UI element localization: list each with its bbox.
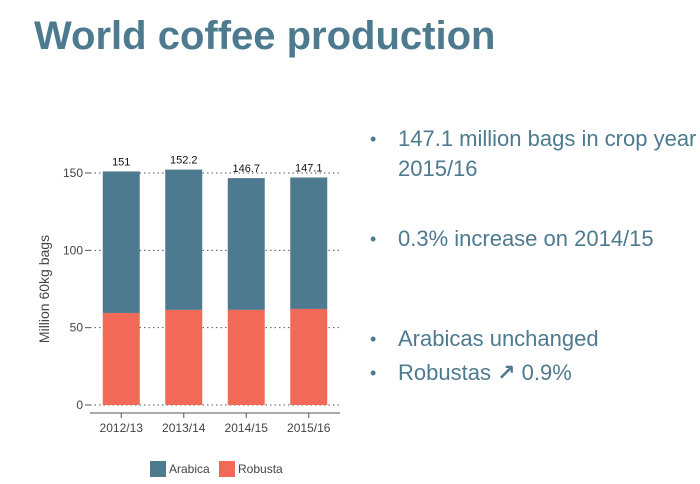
bullet-text-prefix: Robustas (398, 360, 491, 385)
x-tick-label: 2015/16 (287, 421, 331, 435)
bullet-dot-icon: • (370, 229, 377, 249)
x-tick-label: 2014/15 (225, 421, 269, 435)
bullet-text: Arabicas unchanged (398, 326, 599, 351)
bullet-item: • Arabicas unchanged (368, 324, 700, 354)
bullet-dot-icon: • (370, 129, 377, 149)
slide-title: World coffee production (34, 14, 496, 58)
bar-robusta (102, 312, 140, 405)
bullet-item: • Robustas ↗ 0.9% (368, 358, 700, 388)
y-tick-label: 100 (63, 243, 83, 257)
x-tick-label: 2013/14 (162, 421, 206, 435)
bullet-item: • 147.1 million bags in crop year 2015/1… (368, 124, 700, 184)
bullet-text-suffix: 0.9% (521, 360, 572, 385)
bar-robusta (227, 309, 265, 405)
legend-label-robusta: Robusta (238, 462, 283, 476)
bar-robusta (290, 308, 328, 405)
legend-swatch-arabica (150, 461, 166, 477)
bar-arabica (290, 177, 328, 309)
bar-total-label: 146.7 (232, 163, 260, 175)
bar-total-label: 152.2 (170, 155, 198, 167)
bar-arabica (102, 171, 140, 313)
bullet-text: 0.3% increase on 2014/15 (398, 226, 654, 251)
bar-total-label: 151 (112, 156, 130, 168)
bar-robusta (165, 309, 203, 405)
arrow-up-right-icon: ↗ (497, 360, 516, 385)
x-tick-label: 2012/13 (100, 421, 144, 435)
bar-total-label: 147.1 (295, 162, 323, 174)
y-tick-label: 0 (76, 398, 83, 412)
bullet-text: 147.1 million bags in crop year 2015/16 (398, 126, 697, 181)
bullet-item: • 0.3% increase on 2014/15 (368, 224, 700, 254)
legend-swatch-robusta (219, 461, 235, 477)
y-axis-title: Million 60kg bags (36, 235, 52, 343)
axis-layer: 0 50 100 150 Million 60kg bags 2012/13 2013/14… (36, 166, 340, 435)
legend-label-arabica: Arabica (169, 462, 210, 476)
bar-layer (102, 169, 328, 405)
label-layer: 151 152.2 146.7 147.1 (112, 155, 322, 176)
bullet-dot-icon: • (370, 329, 377, 349)
y-tick-label: 50 (70, 321, 84, 335)
bar-arabica (227, 178, 265, 310)
legend-layer: Arabica Robusta (150, 461, 283, 477)
bar-arabica (165, 169, 203, 310)
y-tick-label: 150 (63, 166, 83, 180)
bullet-dot-icon: • (370, 363, 377, 383)
